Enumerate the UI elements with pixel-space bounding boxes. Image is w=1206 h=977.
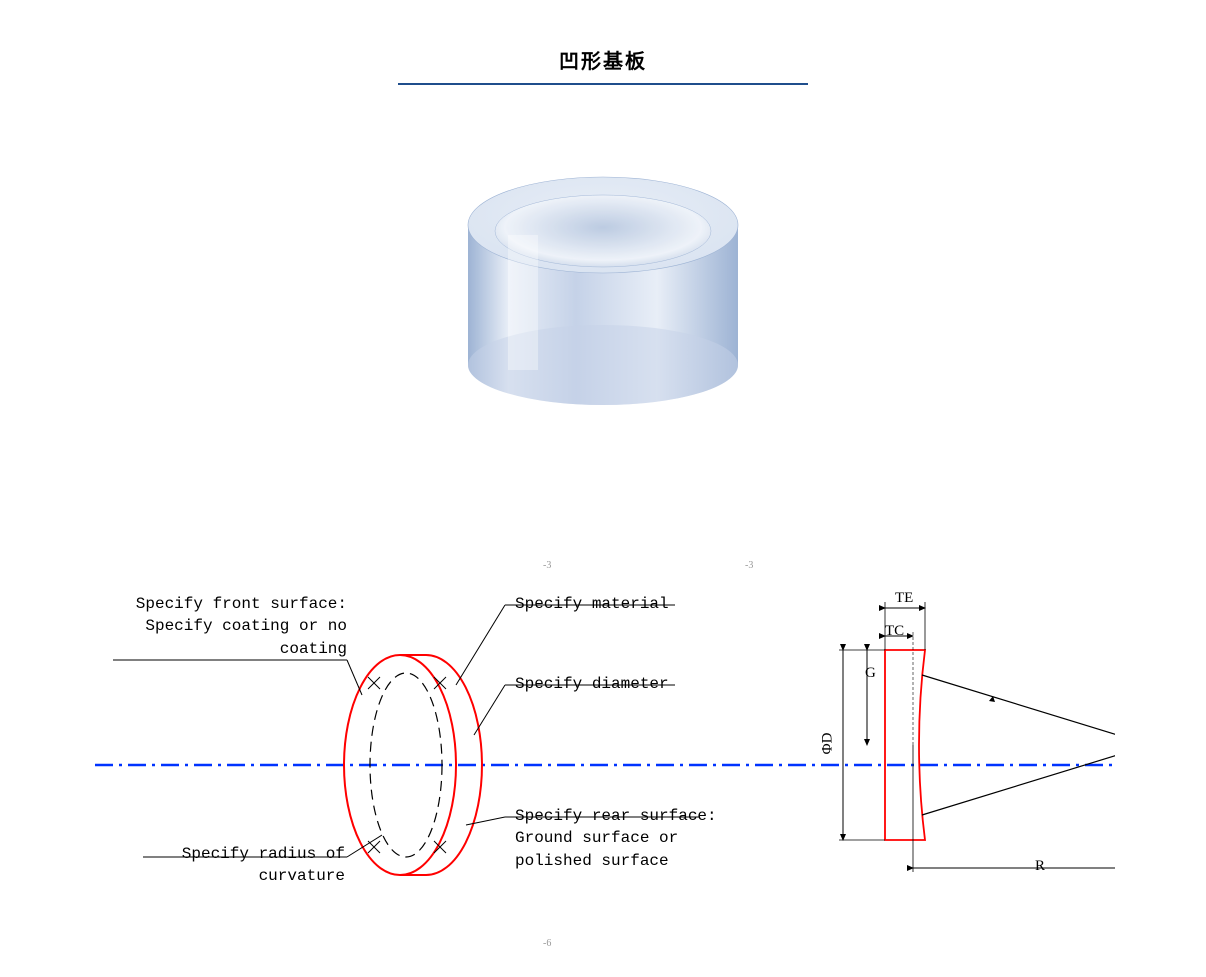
title-section: 凹形基板 [398, 45, 808, 85]
dim-G: G [865, 665, 876, 682]
label-front-surface: Specify front surface: Specify coating o… [127, 593, 347, 660]
diagram-area: Specify front surface: Specify coating o… [95, 555, 1115, 955]
label-material: Specify material [515, 593, 669, 615]
label-radius-curvature: Specify radius of curvature [145, 843, 345, 888]
page-title: 凹形基板 [398, 45, 808, 75]
label-rear-surface: Specify rear surface: Ground surface or … [515, 805, 717, 872]
dim-R: R [1035, 858, 1045, 875]
label-diameter: Specify diameter [515, 673, 669, 695]
dim-D: ΦD [819, 733, 836, 755]
dim-TE: TE [895, 590, 913, 607]
title-underline [398, 83, 808, 85]
lens-photo [453, 150, 753, 415]
dim-TC: TC [885, 623, 904, 640]
